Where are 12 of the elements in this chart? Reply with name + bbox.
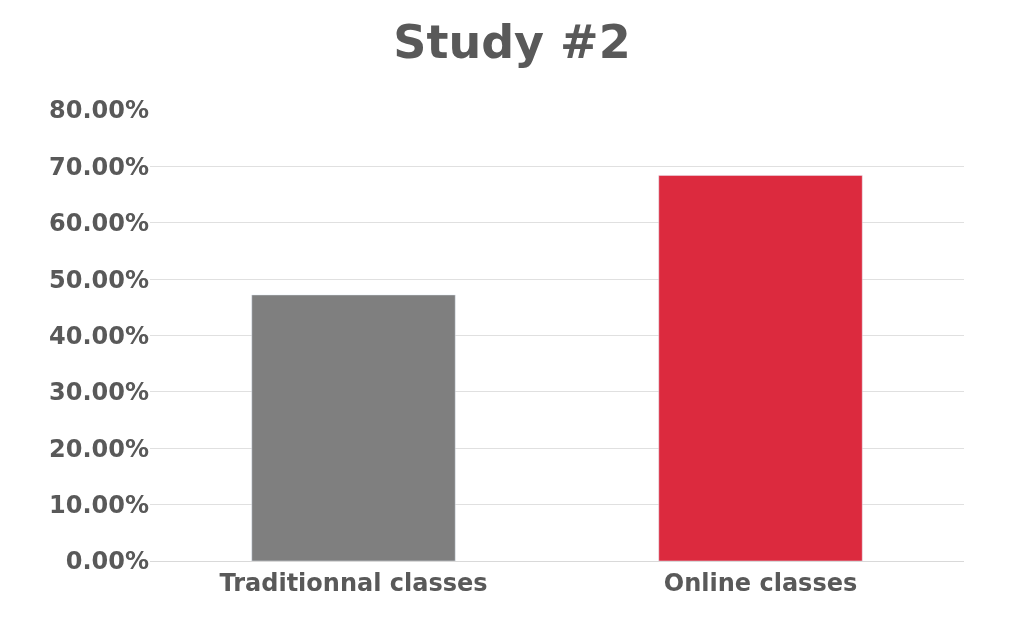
y-tick-label: 10.00% (49, 491, 149, 520)
x-tick-label: Traditionnal classes (219, 568, 488, 597)
y-tick-label: 70.00% (49, 152, 149, 181)
y-tick-label: 40.00% (49, 321, 149, 350)
y-tick-label: 60.00% (49, 209, 149, 238)
y-tick-label: 0.00% (65, 547, 149, 576)
y-tick-label: 20.00% (49, 434, 149, 463)
y-tick-label: 30.00% (49, 378, 149, 407)
chart-title: Study #2 (393, 14, 631, 69)
x-tick-label: Online classes (663, 568, 858, 597)
y-tick-label: 80.00% (49, 96, 149, 125)
y-tick-label: 50.00% (49, 265, 149, 294)
